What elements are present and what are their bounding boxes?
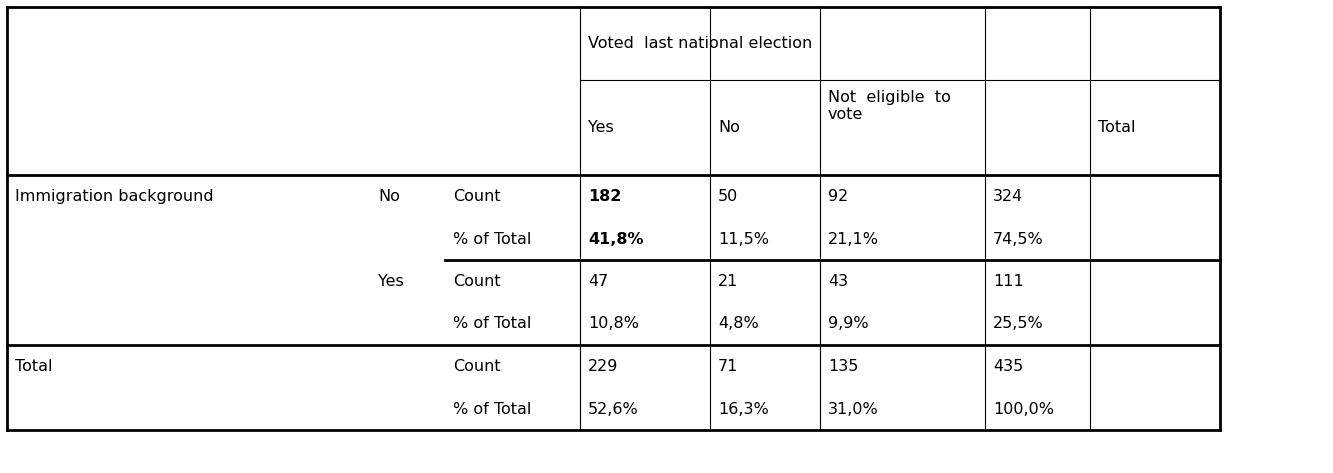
Text: No: No <box>379 189 400 204</box>
Text: 50: 50 <box>718 189 738 204</box>
Text: No: No <box>718 120 740 135</box>
Text: Total: Total <box>1098 120 1136 135</box>
Text: % of Total: % of Total <box>453 231 532 246</box>
Text: 92: 92 <box>828 189 848 204</box>
Text: 16,3%: 16,3% <box>718 402 769 417</box>
Text: 71: 71 <box>718 359 738 374</box>
Text: Yes: Yes <box>588 120 613 135</box>
Text: 10,8%: 10,8% <box>588 316 639 332</box>
Text: 41,8%: 41,8% <box>588 231 644 246</box>
Text: 135: 135 <box>828 359 858 374</box>
Text: 182: 182 <box>588 189 621 204</box>
Text: Immigration background: Immigration background <box>15 189 213 204</box>
Text: % of Total: % of Total <box>453 316 532 332</box>
Text: 100,0%: 100,0% <box>993 402 1054 417</box>
Text: Not  eligible  to
vote: Not eligible to vote <box>828 90 950 123</box>
Text: 4,8%: 4,8% <box>718 316 758 332</box>
Text: Voted  last national election: Voted last national election <box>588 36 812 51</box>
Text: 11,5%: 11,5% <box>718 231 769 246</box>
Text: 21,1%: 21,1% <box>828 231 878 246</box>
Text: 25,5%: 25,5% <box>993 316 1044 332</box>
Text: % of Total: % of Total <box>453 402 532 417</box>
Text: Count: Count <box>453 359 501 374</box>
Text: 52,6%: 52,6% <box>588 402 639 417</box>
Text: Count: Count <box>453 274 501 289</box>
Text: Total: Total <box>15 359 52 374</box>
Text: 31,0%: 31,0% <box>828 402 878 417</box>
Text: 111: 111 <box>993 274 1024 289</box>
Text: Yes: Yes <box>379 274 404 289</box>
Text: 324: 324 <box>993 189 1024 204</box>
Text: 43: 43 <box>828 274 848 289</box>
Text: 9,9%: 9,9% <box>828 316 869 332</box>
Text: 229: 229 <box>588 359 619 374</box>
Text: 74,5%: 74,5% <box>993 231 1044 246</box>
Text: 47: 47 <box>588 274 608 289</box>
Text: Count: Count <box>453 189 501 204</box>
Text: 435: 435 <box>993 359 1024 374</box>
Text: 21: 21 <box>718 274 738 289</box>
